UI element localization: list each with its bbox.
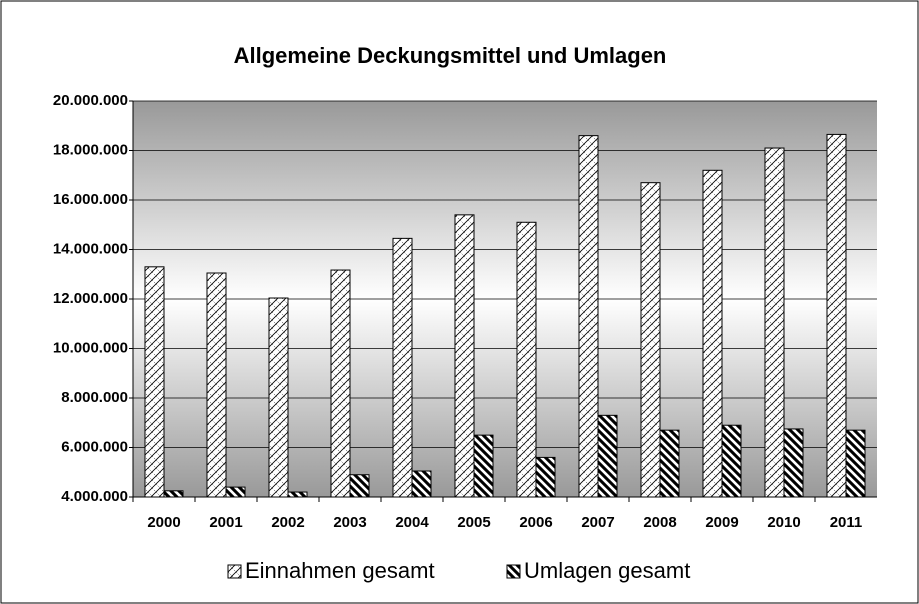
bar	[640, 182, 661, 498]
y-tick-label: 10.000.000	[53, 339, 128, 356]
y-tick-label: 6.000.000	[61, 438, 128, 455]
bar	[225, 486, 246, 498]
y-tick-label: 4.000.000	[61, 488, 128, 505]
x-tick-label: 2005	[457, 514, 490, 531]
y-tick-label: 12.000.000	[53, 290, 128, 307]
bar	[702, 169, 723, 498]
chart-title: Allgemeine Deckungsmittel und Umlagen	[234, 43, 667, 68]
x-tick-label: 2009	[705, 514, 738, 531]
x-tick-label: 2000	[147, 514, 180, 531]
bar	[659, 429, 680, 498]
bar	[349, 474, 370, 498]
legend-label: Einnahmen gesamt	[245, 558, 435, 583]
bar	[721, 424, 742, 498]
bar	[535, 456, 556, 498]
bar	[826, 133, 847, 498]
legend-swatch	[506, 564, 521, 579]
bar	[268, 297, 289, 498]
x-tick-label: 2002	[271, 514, 304, 531]
bar	[783, 428, 804, 498]
y-tick-label: 20.000.000	[53, 92, 128, 109]
x-tick-label: 2010	[767, 514, 800, 531]
legend-label: Umlagen gesamt	[524, 558, 690, 583]
x-tick-label: 2008	[643, 514, 676, 531]
bar	[287, 491, 308, 498]
bar	[473, 434, 494, 498]
bar	[597, 414, 618, 498]
y-tick-label: 14.000.000	[53, 240, 128, 257]
x-tick-label: 2011	[830, 514, 863, 531]
bar	[411, 470, 432, 498]
x-tick-label: 2006	[519, 514, 552, 531]
bar	[206, 272, 227, 498]
bar	[516, 221, 537, 498]
y-tick-label: 16.000.000	[53, 191, 128, 208]
y-tick-label: 8.000.000	[61, 389, 128, 406]
bar	[845, 429, 866, 498]
y-tick-label: 18.000.000	[53, 141, 128, 158]
legend-swatch	[227, 564, 242, 579]
x-tick-label: 2001	[209, 514, 242, 531]
bar	[163, 490, 184, 498]
bar	[144, 266, 165, 498]
bar	[764, 147, 785, 498]
bar	[578, 135, 599, 498]
bar	[392, 237, 413, 498]
bar	[330, 269, 351, 498]
x-tick-label: 2007	[581, 514, 614, 531]
x-tick-label: 2003	[333, 514, 366, 531]
x-tick-label: 2004	[395, 514, 429, 531]
bar	[454, 214, 475, 498]
